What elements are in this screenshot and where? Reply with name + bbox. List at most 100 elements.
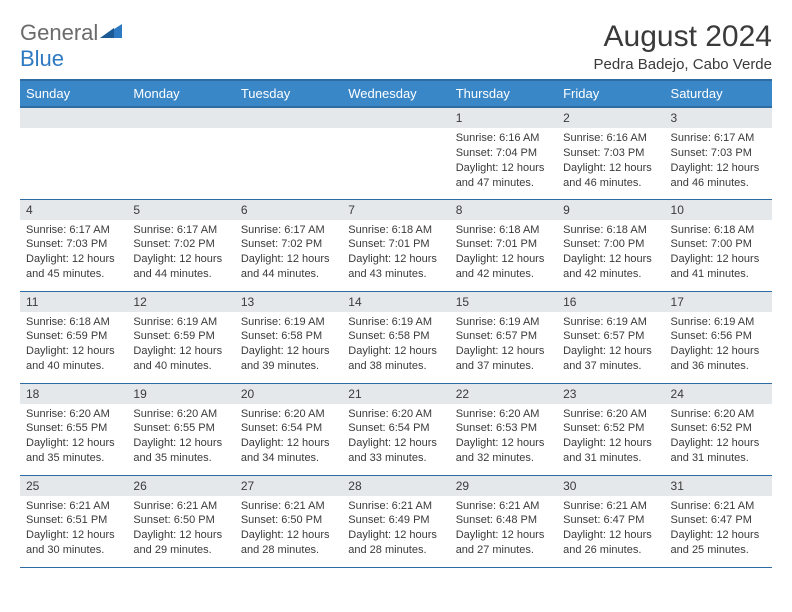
day-info: Sunrise: 6:19 AMSunset: 6:57 PMDaylight:… [450, 312, 557, 378]
sunset-text: Sunset: 6:55 PM [133, 421, 228, 436]
day-number: 14 [342, 292, 449, 312]
sunset-text: Sunset: 6:50 PM [241, 513, 336, 528]
sunrise-text: Sunrise: 6:19 AM [456, 315, 551, 330]
calendar-cell: 16Sunrise: 6:19 AMSunset: 6:57 PMDayligh… [557, 291, 664, 383]
calendar-cell: 18Sunrise: 6:20 AMSunset: 6:55 PMDayligh… [20, 383, 127, 475]
calendar-cell: 24Sunrise: 6:20 AMSunset: 6:52 PMDayligh… [665, 383, 772, 475]
weekday-header: Tuesday [235, 80, 342, 107]
day-info: Sunrise: 6:21 AMSunset: 6:47 PMDaylight:… [665, 496, 772, 562]
day-info: Sunrise: 6:20 AMSunset: 6:55 PMDaylight:… [20, 404, 127, 470]
sunset-text: Sunset: 6:58 PM [348, 329, 443, 344]
day-info: Sunrise: 6:17 AMSunset: 7:02 PMDaylight:… [127, 220, 234, 286]
daylight-text: Daylight: 12 hours and 33 minutes. [348, 436, 443, 466]
sunrise-text: Sunrise: 6:20 AM [133, 407, 228, 422]
sunrise-text: Sunrise: 6:17 AM [241, 223, 336, 238]
daylight-text: Daylight: 12 hours and 39 minutes. [241, 344, 336, 374]
day-number: 24 [665, 384, 772, 404]
calendar-cell: 19 Sunrise: 6:20 AMSunset: 6:55 PMDayligh… [127, 383, 234, 475]
weekday-header-row: Sunday Monday Tuesday Wednesday Thursday… [20, 80, 772, 107]
daylight-text: Daylight: 12 hours and 46 minutes. [671, 161, 766, 191]
sunrise-text: Sunrise: 6:18 AM [456, 223, 551, 238]
sunset-text: Sunset: 6:52 PM [671, 421, 766, 436]
sunset-text: Sunset: 6:51 PM [26, 513, 121, 528]
calendar-cell: 30Sunrise: 6:21 AMSunset: 6:47 PMDayligh… [557, 475, 664, 567]
sunset-text: Sunset: 7:03 PM [563, 146, 658, 161]
calendar-cell: 7 Sunrise: 6:18 AMSunset: 7:01 PMDaylight… [342, 199, 449, 291]
sunset-text: Sunset: 7:01 PM [348, 237, 443, 252]
month-title: August 2024 [594, 20, 772, 54]
logo-text-blue: Blue [20, 46, 64, 71]
daylight-text: Daylight: 12 hours and 37 minutes. [563, 344, 658, 374]
day-info: Sunrise: 6:16 AMSunset: 7:03 PMDaylight:… [557, 128, 664, 194]
calendar-cell: 23Sunrise: 6:20 AMSunset: 6:52 PMDayligh… [557, 383, 664, 475]
daylight-text: Daylight: 12 hours and 29 minutes. [133, 528, 228, 558]
logo-text: General Blue [20, 20, 122, 72]
day-number: 7 [342, 200, 449, 220]
daylight-text: Daylight: 12 hours and 40 minutes. [133, 344, 228, 374]
day-number: 25 [20, 476, 127, 496]
daylight-text: Daylight: 12 hours and 38 minutes. [348, 344, 443, 374]
calendar-cell: 12Sunrise: 6:19 AMSunset: 6:59 PMDayligh… [127, 291, 234, 383]
daylight-text: Daylight: 12 hours and 35 minutes. [133, 436, 228, 466]
sunrise-text: Sunrise: 6:19 AM [241, 315, 336, 330]
sunset-text: Sunset: 6:50 PM [133, 513, 228, 528]
calendar-cell: 29Sunrise: 6:21 AMSunset: 6:48 PMDayligh… [450, 475, 557, 567]
day-number: 19 [127, 384, 234, 404]
day-number: 9 [557, 200, 664, 220]
sunset-text: Sunset: 6:54 PM [241, 421, 336, 436]
daylight-text: Daylight: 12 hours and 47 minutes. [456, 161, 551, 191]
day-info: Sunrise: 6:20 AMSunset: 6:53 PMDaylight:… [450, 404, 557, 470]
daylight-text: Daylight: 12 hours and 34 minutes. [241, 436, 336, 466]
daylight-text: Daylight: 12 hours and 46 minutes. [563, 161, 658, 191]
sunset-text: Sunset: 6:49 PM [348, 513, 443, 528]
day-info: Sunrise: 6:19 AMSunset: 6:59 PMDaylight:… [127, 312, 234, 378]
calendar-cell: 22Sunrise: 6:20 AMSunset: 6:53 PMDayligh… [450, 383, 557, 475]
logo: General Blue [20, 20, 122, 72]
daylight-text: Daylight: 12 hours and 44 minutes. [133, 252, 228, 282]
day-info: Sunrise: 6:18 AMSunset: 7:00 PMDaylight:… [665, 220, 772, 286]
sunrise-text: Sunrise: 6:19 AM [348, 315, 443, 330]
sunset-text: Sunset: 6:47 PM [671, 513, 766, 528]
day-info: Sunrise: 6:21 AMSunset: 6:50 PMDaylight:… [127, 496, 234, 562]
sunset-text: Sunset: 6:48 PM [456, 513, 551, 528]
calendar-cell [127, 107, 234, 199]
sunrise-text: Sunrise: 6:21 AM [26, 499, 121, 514]
daylight-text: Daylight: 12 hours and 30 minutes. [26, 528, 121, 558]
day-number: 12 [127, 292, 234, 312]
day-number: 27 [235, 476, 342, 496]
day-number [127, 108, 234, 128]
sunset-text: Sunset: 7:00 PM [563, 237, 658, 252]
calendar-cell: 6Sunrise: 6:17 AMSunset: 7:02 PMDaylight… [235, 199, 342, 291]
daylight-text: Daylight: 12 hours and 43 minutes. [348, 252, 443, 282]
day-number: 3 [665, 108, 772, 128]
sunrise-text: Sunrise: 6:19 AM [563, 315, 658, 330]
calendar-row: 11Sunrise: 6:18 AMSunset: 6:59 PMDayligh… [20, 291, 772, 383]
sunrise-text: Sunrise: 6:18 AM [348, 223, 443, 238]
day-number [20, 108, 127, 128]
sunrise-text: Sunrise: 6:20 AM [26, 407, 121, 422]
sunset-text: Sunset: 7:03 PM [671, 146, 766, 161]
logo-triangle-icon [100, 22, 122, 40]
calendar-cell: 17Sunrise: 6:19 AMSunset: 6:56 PMDayligh… [665, 291, 772, 383]
day-number: 28 [342, 476, 449, 496]
day-number: 4 [20, 200, 127, 220]
day-info: Sunrise: 6:17 AMSunset: 7:03 PMDaylight:… [20, 220, 127, 286]
day-number: 31 [665, 476, 772, 496]
day-info: Sunrise: 6:19 AMSunset: 6:58 PMDaylight:… [342, 312, 449, 378]
day-number: 10 [665, 200, 772, 220]
day-info: Sunrise: 6:18 AMSunset: 6:59 PMDaylight:… [20, 312, 127, 378]
sunset-text: Sunset: 6:59 PM [133, 329, 228, 344]
day-info: Sunrise: 6:21 AMSunset: 6:47 PMDaylight:… [557, 496, 664, 562]
daylight-text: Daylight: 12 hours and 25 minutes. [671, 528, 766, 558]
weekday-header: Saturday [665, 80, 772, 107]
sunrise-text: Sunrise: 6:21 AM [671, 499, 766, 514]
day-number [235, 108, 342, 128]
day-info: Sunrise: 6:18 AMSunset: 7:01 PMDaylight:… [450, 220, 557, 286]
sunrise-text: Sunrise: 6:16 AM [456, 131, 551, 146]
day-info: Sunrise: 6:21 AMSunset: 6:49 PMDaylight:… [342, 496, 449, 562]
calendar-cell: 11Sunrise: 6:18 AMSunset: 6:59 PMDayligh… [20, 291, 127, 383]
daylight-text: Daylight: 12 hours and 44 minutes. [241, 252, 336, 282]
day-number: 29 [450, 476, 557, 496]
sunrise-text: Sunrise: 6:17 AM [671, 131, 766, 146]
day-number: 16 [557, 292, 664, 312]
